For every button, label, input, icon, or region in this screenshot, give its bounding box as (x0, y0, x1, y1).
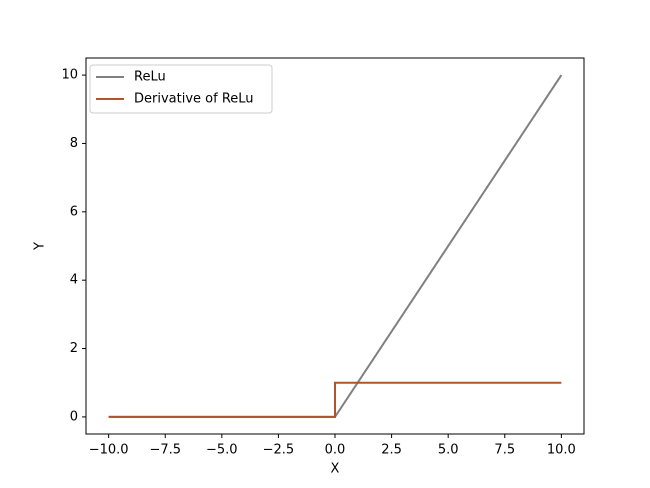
x-tick-label: −10.0 (89, 443, 129, 458)
legend-label: ReLu (134, 70, 166, 85)
plot-frame (85, 57, 585, 435)
line-series (108, 381, 562, 418)
x-tick-label: −7.5 (149, 443, 181, 458)
line-series (108, 74, 563, 418)
x-tick-label: 5.0 (438, 443, 459, 458)
y-tick-label: 4 (70, 273, 78, 288)
x-tick-label: 0.0 (325, 443, 346, 458)
x-tick-label: 10.0 (547, 443, 576, 458)
x-tick-label: −5.0 (206, 443, 238, 458)
y-tick-label: 8 (70, 136, 78, 151)
y-tick-label: 6 (70, 204, 78, 219)
y-tick-label: 2 (70, 341, 78, 356)
x-tick-label: 2.5 (381, 443, 402, 458)
y-axis-label: Y (33, 242, 48, 251)
y-tick-label: 0 (70, 409, 78, 424)
x-tick-label: 7.5 (494, 443, 515, 458)
legend-label: Derivative of ReLu (134, 92, 254, 107)
y-tick-label: 10 (61, 68, 78, 83)
x-axis-label: X (331, 462, 340, 477)
legend-box (89, 64, 273, 114)
x-tick-label: −2.5 (263, 443, 295, 458)
